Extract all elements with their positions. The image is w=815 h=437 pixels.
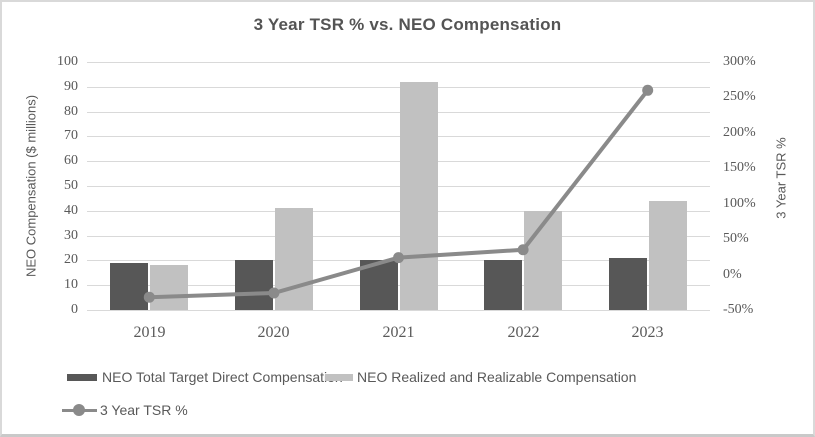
bar-target-2020	[235, 260, 273, 310]
legend-label-tsr: 3 Year TSR %	[100, 402, 188, 418]
gridline	[87, 87, 710, 88]
legend-swatch-target-bar	[67, 374, 97, 381]
left-axis-tick: 70	[64, 128, 78, 143]
left-axis-tick: 40	[64, 203, 78, 218]
x-axis-label-2020: 2020	[257, 324, 290, 341]
x-axis-label-2021: 2021	[382, 324, 415, 341]
gridline	[87, 112, 710, 113]
tsr-line	[149, 89, 650, 300]
bar-target-2022	[484, 260, 522, 310]
right-axis-tick: 50%	[723, 231, 749, 246]
right-axis-tick: 100%	[723, 196, 756, 211]
plot-area	[87, 62, 710, 311]
left-axis-tick: 80	[64, 104, 78, 119]
bar-realized-2020	[275, 208, 313, 310]
x-axis-label-2022: 2022	[507, 324, 540, 341]
bar-realized-2021	[400, 82, 438, 310]
gridline	[87, 136, 710, 137]
right-axis-tick: -50%	[723, 302, 754, 317]
left-axis-tick: 100	[57, 54, 78, 69]
left-axis-tick: 10	[64, 277, 78, 292]
left-axis-tick: 0	[71, 302, 78, 317]
legend-swatch-realized-bar	[325, 374, 353, 381]
tsr-line-series	[143, 84, 654, 303]
right-axis-tick: 250%	[723, 89, 756, 104]
bar-target-2023	[609, 258, 647, 310]
left-axis-tick: 50	[64, 178, 78, 193]
tsr-point-2021	[393, 252, 404, 264]
legend-label-realized: NEO Realized and Realizable Compensation	[357, 369, 637, 385]
x-axis-label-2023: 2023	[631, 324, 664, 341]
gridline	[87, 236, 710, 237]
left-axis-title: NEO Compensation ($ millions)	[23, 94, 39, 278]
x-axis-label-2019: 2019	[133, 324, 166, 341]
bar-target-2019	[110, 263, 148, 310]
tsr-point-2022	[517, 244, 529, 256]
left-axis-tick: 30	[64, 228, 78, 243]
right-axis-tick: 0%	[723, 267, 742, 282]
gridline	[87, 161, 710, 162]
bar-realized-2019	[150, 265, 188, 310]
tsr-point-2020	[268, 287, 280, 299]
right-axis-tick: 150%	[723, 160, 756, 175]
chart-title: 3 Year TSR % vs. NEO Compensation	[253, 15, 562, 34]
gridline	[87, 62, 710, 63]
tsr-point-2019	[143, 291, 155, 303]
legend-marker-tsr	[73, 404, 85, 416]
right-axis-tick: 200%	[723, 125, 756, 140]
right-axis-tick: 300%	[723, 54, 756, 69]
left-axis-tick: 90	[64, 79, 78, 94]
gridline	[87, 285, 710, 286]
gridline	[87, 211, 710, 212]
left-axis-tick: 60	[64, 153, 78, 168]
bar-realized-2023	[649, 201, 687, 310]
left-axis-tick: 20	[64, 252, 78, 267]
gridline	[87, 310, 710, 311]
legend-label-target: NEO Total Target Direct Compensation	[102, 369, 343, 385]
tsr-point-2023	[642, 84, 654, 96]
gridline	[87, 186, 710, 187]
